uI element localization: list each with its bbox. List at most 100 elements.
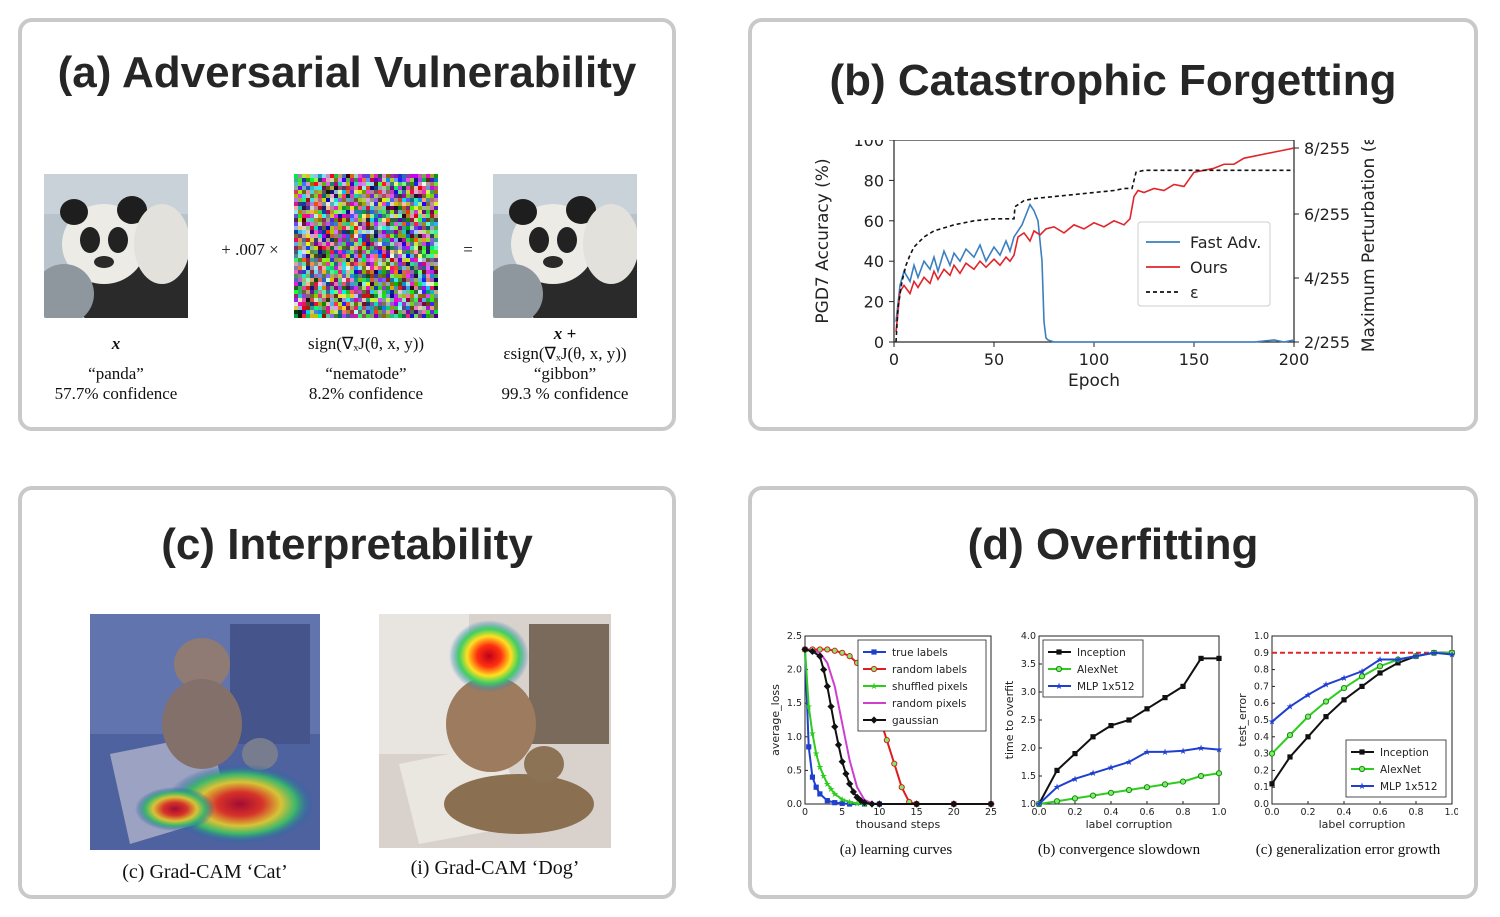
noise-pixel <box>402 178 407 183</box>
noise-pixel <box>330 262 335 267</box>
noise-pixel <box>326 258 331 263</box>
noise-pixel <box>398 306 403 311</box>
noise-pixel <box>370 174 375 179</box>
noise-pixel <box>418 246 423 251</box>
noise-pixel <box>398 310 403 315</box>
noise-pixel <box>402 174 407 179</box>
noise-pixel <box>402 294 407 299</box>
noise-pixel <box>370 250 375 255</box>
noise-pixel <box>338 246 343 251</box>
noise-pixel <box>422 254 427 259</box>
noise-pixel <box>406 182 411 187</box>
noise-pixel <box>366 234 371 239</box>
noise-pixel <box>362 230 367 235</box>
noise-pixel <box>326 274 331 279</box>
noise-pixel <box>430 206 435 211</box>
y-tick-label: 0.5 <box>787 765 802 776</box>
noise-pixel <box>406 226 411 231</box>
noise-pixel <box>366 286 371 291</box>
legend-label: true labels <box>892 647 948 659</box>
y-tick-label: 1.5 <box>787 698 802 709</box>
noise-pixel <box>346 298 351 303</box>
noise-pixel <box>346 214 351 219</box>
x-tick-label: 0.2 <box>1067 807 1082 818</box>
noise-pixel <box>426 190 431 195</box>
data-point <box>1268 750 1276 757</box>
noise-pixel <box>318 202 323 207</box>
noise-pixel <box>402 234 407 239</box>
noise-pixel <box>358 314 363 318</box>
noise-pixel <box>422 238 427 243</box>
data-point <box>838 758 846 766</box>
data-point: ★ <box>1055 682 1063 692</box>
noise-pixel <box>322 254 327 259</box>
noise-pixel <box>342 202 347 207</box>
noise-pixel <box>434 282 438 287</box>
noise-pixel <box>426 310 431 315</box>
noise-pixel <box>294 310 299 315</box>
noise-pixel <box>402 270 407 275</box>
noise-pixel <box>362 294 367 299</box>
noise-pixel <box>362 302 367 307</box>
panel-adversarial-vulnerability: (a) Adversarial Vulnerability x “panda” … <box>18 18 676 431</box>
noise-pixel <box>358 254 363 259</box>
noise-pixel <box>378 230 383 235</box>
noise-pixel <box>314 282 319 287</box>
noise-pixel <box>422 302 427 307</box>
noise-pixel <box>326 198 331 203</box>
noise-pixel <box>354 210 359 215</box>
noise-pixel <box>398 194 403 199</box>
noise-pixel <box>386 270 391 275</box>
y-tick-label: 1.0 <box>1021 799 1036 810</box>
noise-pixel <box>430 262 435 267</box>
y-axis-label: test_error <box>1236 693 1249 747</box>
noise-pixel <box>366 210 371 215</box>
noise-pixel <box>414 238 419 243</box>
noise-pixel <box>298 310 303 315</box>
noise-pixel <box>378 226 383 231</box>
panel-c-title: (c) Interpretability <box>161 520 533 569</box>
data-point <box>1055 665 1063 673</box>
noise-pixel <box>410 226 415 231</box>
noise-pixel <box>410 222 415 227</box>
data-point <box>871 649 877 655</box>
noise-pixel <box>294 314 299 318</box>
noise-pixel <box>430 226 435 231</box>
panel-catastrophic-forgetting: (b) Catastrophic Forgetting 0 50 100 150 200… <box>748 18 1478 431</box>
caption-panda-confidence: 57.7% confidence <box>54 384 178 403</box>
noise-pixel <box>334 194 339 199</box>
noise-pixel <box>314 214 319 219</box>
noise-pixel <box>418 202 423 207</box>
noise-pixel <box>434 202 438 207</box>
noise-pixel <box>402 214 407 219</box>
noise-pixel <box>382 298 387 303</box>
noise-pixel <box>334 310 339 315</box>
noise-pixel <box>418 206 423 211</box>
noise-pixel <box>314 174 319 179</box>
noise-pixel <box>386 186 391 191</box>
noise-pixel <box>398 246 403 251</box>
noise-pixel <box>314 182 319 187</box>
noise-pixel <box>386 222 391 227</box>
noise-pixel <box>358 210 363 215</box>
noise-pixel <box>298 194 303 199</box>
noise-pixel <box>418 306 423 311</box>
noise-pixel <box>418 266 423 271</box>
noise-pixel <box>358 190 363 195</box>
noise-pixel <box>362 242 367 247</box>
noise-pixel <box>430 242 435 247</box>
noise-pixel <box>294 250 299 255</box>
noise-pixel <box>366 266 371 271</box>
noise-pixel <box>326 290 331 295</box>
noise-pixel <box>374 286 379 291</box>
noise-pixel <box>318 278 323 283</box>
noise-pixel <box>398 182 403 187</box>
noise-pixel <box>330 238 335 243</box>
noise-pixel <box>294 270 299 275</box>
noise-pixel <box>346 310 351 315</box>
data-point: ★ <box>823 780 831 790</box>
noise-pixel <box>338 250 343 255</box>
noise-pixel <box>306 274 311 279</box>
noise-pixel <box>374 314 379 318</box>
noise-pixel <box>350 262 355 267</box>
